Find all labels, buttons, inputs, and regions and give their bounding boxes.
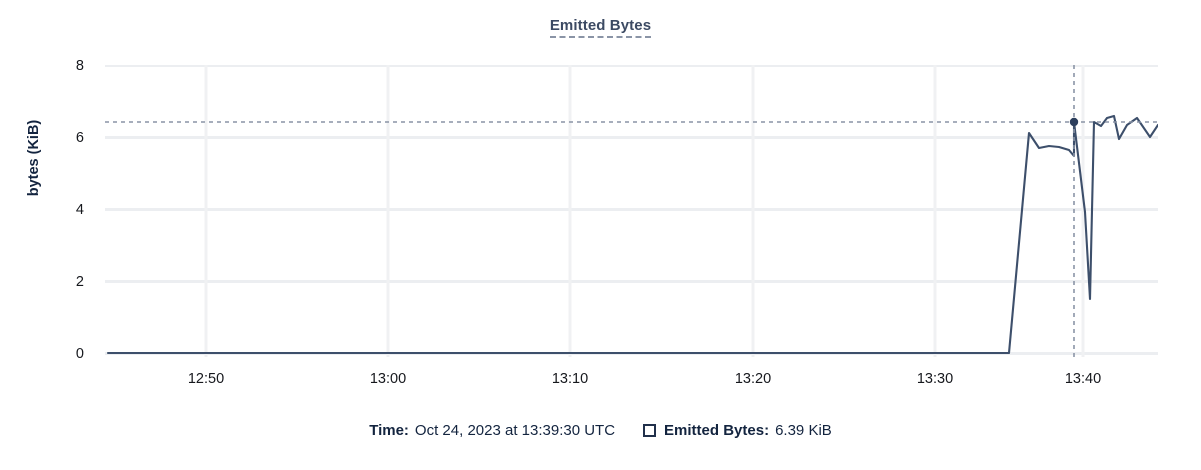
chart-title-text[interactable]: Emitted Bytes <box>549 17 652 38</box>
y-tick-label-8: 8 <box>75 58 84 74</box>
y-tick-label-2: 2 <box>75 274 84 290</box>
footer-time-value: Oct 24, 2023 at 13:39:30 UTC <box>414 422 616 439</box>
square-outline-icon <box>643 424 657 437</box>
y-tick-label-0: 0 <box>75 346 84 362</box>
y-tick-label-6: 6 <box>75 130 84 146</box>
x-tick-label-1250: 12:50 <box>187 371 225 387</box>
footer-series-label: Emitted Bytes: <box>664 422 770 439</box>
x-tick-label-1300: 13:00 <box>369 371 407 387</box>
x-tick-label-1330: 13:30 <box>916 371 954 387</box>
plot-area[interactable] <box>97 65 1158 357</box>
x-tick-label-1310: 13:10 <box>551 371 589 387</box>
footer-time-group: Time: Oct 24, 2023 at 13:39:30 UTC <box>369 422 615 439</box>
vertical-gridlines <box>204 65 1085 357</box>
selected-point-marker <box>1069 117 1079 127</box>
y-tick-label-4: 4 <box>75 202 84 218</box>
footer-series-value: 6.39 KiB <box>775 422 832 439</box>
chart-title: Emitted Bytes <box>0 17 1201 38</box>
footer-series-group[interactable]: Emitted Bytes: 6.39 KiB <box>643 422 832 439</box>
horizontal-gridlines <box>105 65 1158 355</box>
chart-footer-legend: Time: Oct 24, 2023 at 13:39:30 UTC Emitt… <box>0 422 1201 439</box>
x-tick-label-1340: 13:40 <box>1064 371 1102 387</box>
data-line-emitted-bytes <box>106 114 1158 355</box>
footer-time-label: Time: <box>369 422 409 439</box>
x-tick-label-1320: 13:20 <box>734 371 772 387</box>
